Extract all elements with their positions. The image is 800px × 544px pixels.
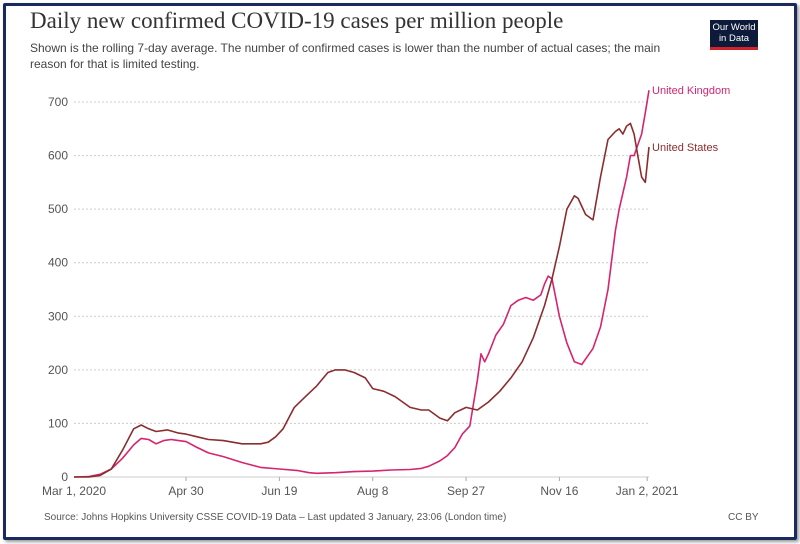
series-line-united-kingdom [73,90,650,478]
logo-line2: in Data [718,33,750,44]
source-note: Source: Johns Hopkins University CSSE CO… [44,512,507,523]
x-tick-label: Jan 2, 2021 [616,484,679,498]
chart-frame [3,3,797,540]
chart-title: Daily new confirmed COVID-19 cases per m… [30,8,564,33]
x-tick-label: Nov 16 [540,484,578,498]
owid-logo[interactable]: Our World in Data [710,20,758,50]
x-tick-label: Mar 1, 2020 [42,484,106,498]
series-label-united-kingdom: United Kingdom [652,85,730,97]
y-tick-label: 700 [48,95,68,109]
y-tick-label: 300 [48,309,68,323]
x-tick-label: Jun 19 [261,484,297,498]
x-tick-label: Sep 27 [447,484,485,498]
x-tick-label: Aug 8 [357,484,389,498]
y-tick-label: 600 [48,149,68,163]
series-label-united-states: United States [652,142,719,154]
license-link[interactable]: CC BY [728,512,759,523]
chart-subtitle: Shown is the rolling 7-day average. The … [30,41,661,71]
y-tick-label: 500 [48,202,68,216]
x-tick-label: Apr 30 [168,484,204,498]
y-tick-label: 400 [48,256,68,270]
y-tick-label: 0 [61,470,68,484]
logo-line1: Our World [712,22,756,33]
series-line-united-states [74,122,650,478]
y-tick-label: 200 [48,363,68,377]
y-tick-label: 100 [48,416,68,430]
